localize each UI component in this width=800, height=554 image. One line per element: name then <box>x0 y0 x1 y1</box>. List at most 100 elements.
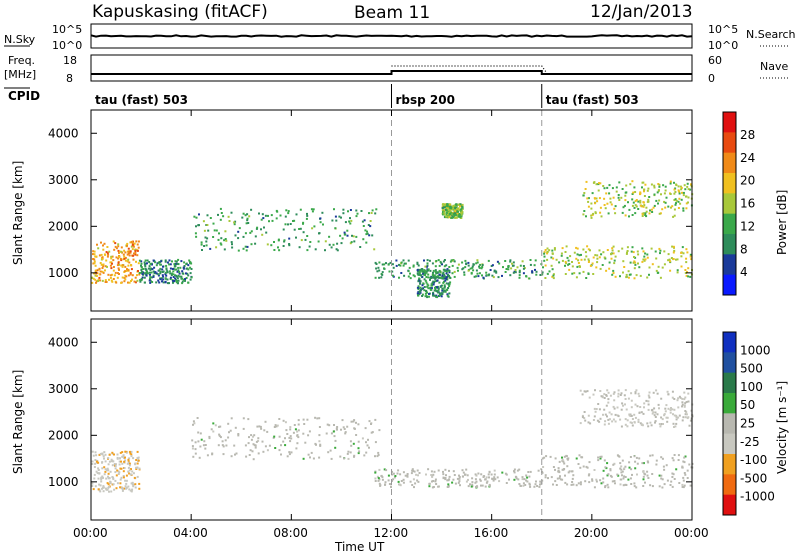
scatter-cell <box>645 206 648 209</box>
scatter-cell <box>112 478 115 481</box>
scatter-cell <box>374 471 377 474</box>
scatter-cell <box>183 261 186 264</box>
scatter-cell <box>150 276 153 279</box>
scatter-cell <box>580 456 583 459</box>
scatter-cell <box>662 184 665 187</box>
scatter-cell <box>155 272 158 275</box>
scatter-cell <box>247 222 250 224</box>
scatter-cell <box>657 189 660 192</box>
scatter-cell <box>363 219 366 222</box>
scatter-cell <box>126 462 129 465</box>
colorbar-frame <box>722 331 737 516</box>
scatter-cell <box>348 220 351 223</box>
scatter-cell <box>219 218 222 221</box>
scatter-cell <box>643 472 646 475</box>
scatter-cell <box>690 183 692 186</box>
scatter-cell <box>463 273 466 276</box>
scatter-cell <box>197 431 200 434</box>
scatter-cell <box>275 209 278 212</box>
scatter-cell <box>633 455 636 458</box>
scatter-cell <box>355 421 357 424</box>
scatter-cell <box>104 460 107 463</box>
scatter-cell <box>461 469 464 472</box>
scatter-cell <box>341 419 344 422</box>
scatter-cell <box>97 278 100 281</box>
scatter-cell <box>467 485 470 488</box>
scatter-cell <box>661 418 664 421</box>
scatter-cell <box>427 468 430 471</box>
velocity-colorbar-label: Velocity [m s⁻¹] <box>775 381 789 474</box>
scatter-cell <box>604 485 607 487</box>
scatter-cell <box>681 191 683 194</box>
scatter-cell <box>437 469 440 472</box>
scatter-cell <box>602 251 605 254</box>
scatter-cell <box>635 199 638 201</box>
scatter-cell <box>620 196 623 199</box>
scatter-cell <box>475 474 478 477</box>
scatter-cell <box>94 270 97 273</box>
scatter-cell <box>318 417 321 420</box>
scatter-cell <box>110 255 113 258</box>
scatter-cell <box>107 273 110 276</box>
scatter-cell <box>421 275 424 278</box>
scatter-cell <box>161 271 164 273</box>
scatter-cell <box>286 433 289 435</box>
scatter-cell <box>429 278 431 281</box>
scatter-cell <box>656 392 659 395</box>
scatter-cell <box>562 460 565 463</box>
scatter-cell <box>410 472 413 475</box>
scatter-cell <box>288 436 291 439</box>
scatter-cell <box>461 207 464 210</box>
scatter-cell <box>623 394 626 397</box>
scatter-cell <box>419 286 422 289</box>
scatter-cell <box>218 232 220 235</box>
scatter-cell <box>346 234 349 237</box>
scatter-cell <box>431 475 434 478</box>
scatter-cell <box>176 263 179 265</box>
scatter-cell <box>633 186 636 189</box>
scatter-cell <box>591 192 594 195</box>
scatter-cell <box>296 430 299 433</box>
scatter-cell <box>96 472 99 475</box>
scatter-cell <box>124 251 127 254</box>
scatter-cell <box>176 270 179 273</box>
scatter-cell <box>534 259 537 262</box>
scatter-cell <box>124 450 127 453</box>
scatter-cell <box>680 255 683 258</box>
scatter-cell <box>391 270 394 273</box>
scatter-cell <box>420 288 423 290</box>
colorbar-frame <box>722 111 737 296</box>
scatter-cell <box>106 467 109 470</box>
scatter-cell <box>180 260 183 263</box>
scatter-cell <box>400 480 403 482</box>
scatter-cell <box>432 294 434 297</box>
scatter-cell <box>448 469 450 472</box>
scatter-cell <box>154 261 157 264</box>
scatter-cell <box>462 471 465 474</box>
scatter-cell <box>564 474 566 477</box>
scatter-cell <box>366 444 369 447</box>
scatter-cell <box>237 237 240 240</box>
scatter-cell <box>690 258 693 261</box>
scatter-cell <box>444 279 447 282</box>
scatter-cell <box>390 486 392 488</box>
scatter-cell <box>128 472 131 475</box>
scatter-cell <box>445 203 447 206</box>
scatter-cell <box>146 270 148 273</box>
scatter-cell <box>101 256 104 259</box>
scatter-cell <box>437 259 440 262</box>
scatter-cell <box>614 255 617 258</box>
scatter-cell <box>458 213 461 216</box>
scatter-cell <box>334 446 337 449</box>
scatter-cell <box>624 389 627 392</box>
scatter-cell <box>643 195 646 197</box>
scatter-cell <box>324 240 327 243</box>
scatter-cell <box>629 261 632 264</box>
scatter-cell <box>518 274 521 277</box>
scatter-cell <box>340 242 343 245</box>
scatter-cell <box>349 217 351 220</box>
scatter-cell <box>577 463 580 465</box>
scatter-cell <box>122 476 125 479</box>
scatter-cell <box>368 234 371 237</box>
scatter-cell <box>513 478 516 481</box>
